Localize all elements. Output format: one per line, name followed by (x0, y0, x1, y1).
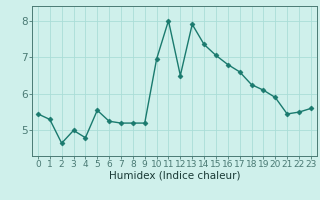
X-axis label: Humidex (Indice chaleur): Humidex (Indice chaleur) (109, 171, 240, 181)
